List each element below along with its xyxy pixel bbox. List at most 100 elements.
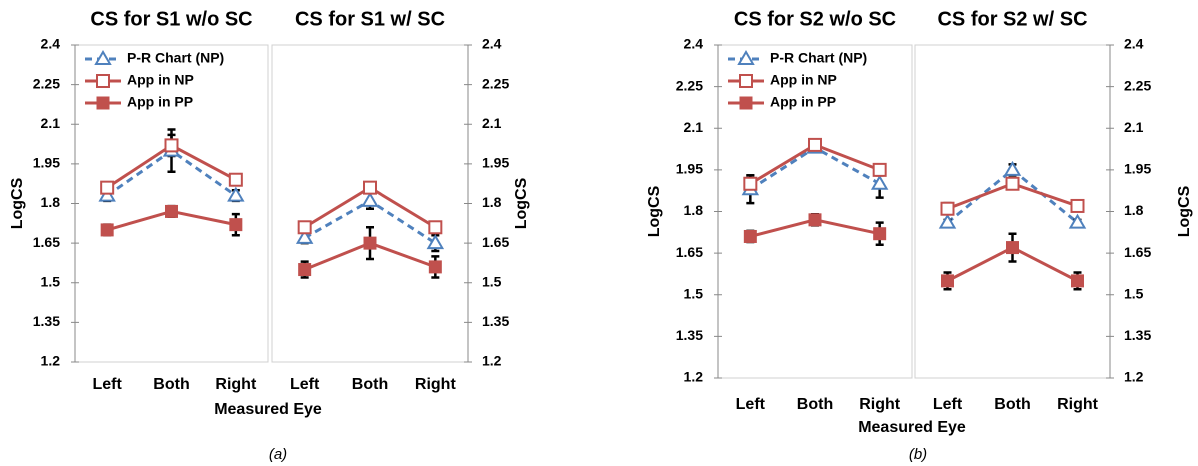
- legend-marker: [739, 74, 753, 88]
- y-tick-label: 1.35: [1124, 327, 1151, 343]
- y-tick-label: 2.25: [1124, 77, 1151, 93]
- y-tick-label: 1.5: [41, 273, 61, 289]
- y-tick-label: 1.95: [676, 161, 703, 177]
- y-tick-label: 1.35: [33, 313, 60, 329]
- marker: [297, 220, 312, 235]
- marker: [941, 274, 954, 288]
- marker: [1070, 198, 1085, 213]
- x-tick-label: Left: [93, 376, 123, 393]
- marker: [743, 176, 758, 191]
- marker: [1006, 241, 1019, 255]
- plot-frame: [74, 44, 269, 363]
- marker: [295, 228, 314, 244]
- y-tick-label: 1.8: [684, 202, 704, 218]
- y-tick-label: 1.95: [1124, 161, 1151, 177]
- legend-marker: [96, 74, 110, 88]
- y-tick-label: 2.1: [41, 115, 61, 131]
- y-tick-label: 2.4: [1124, 36, 1144, 52]
- marker: [1071, 274, 1084, 288]
- y-tick-label: 2.4: [41, 36, 61, 52]
- x-tick-label: Left: [736, 396, 766, 413]
- marker: [808, 213, 822, 227]
- marker: [940, 201, 955, 216]
- marker: [1003, 160, 1022, 176]
- marker: [873, 227, 887, 241]
- y-axis-label: LogCS: [513, 177, 530, 229]
- x-tick-label: Left: [290, 376, 320, 393]
- x-tick-label: Both: [352, 376, 388, 393]
- marker: [872, 162, 887, 177]
- y-tick-label: 1.8: [41, 194, 61, 210]
- legend-label: App in PP: [770, 94, 836, 110]
- marker: [1005, 176, 1020, 191]
- marker: [361, 191, 379, 207]
- y-tick-label: 1.35: [676, 327, 703, 343]
- legend-label: App in NP: [770, 72, 837, 88]
- marker: [228, 172, 243, 187]
- y-tick-label: 1.2: [1124, 369, 1144, 385]
- marker: [164, 138, 179, 153]
- y-tick-label: 1.65: [676, 244, 703, 260]
- y-tick-label: 1.2: [482, 353, 502, 369]
- chart-title: CS for S1 w/ SC: [295, 8, 445, 30]
- x-tick-label: Right: [415, 376, 457, 393]
- x-tick-label: Both: [994, 396, 1030, 413]
- marker: [363, 180, 377, 195]
- y-tick-label: 2.1: [684, 119, 704, 135]
- chart-title: CS for S2 w/ SC: [937, 8, 1087, 30]
- marker: [100, 223, 114, 237]
- y-tick-label: 1.2: [684, 369, 704, 385]
- y-tick-label: 1.5: [482, 273, 502, 289]
- y-tick-label: 1.95: [482, 155, 509, 171]
- x-tick-label: Both: [797, 396, 833, 413]
- marker: [100, 180, 115, 195]
- marker: [363, 236, 377, 250]
- caption: (a): [269, 446, 287, 463]
- y-axis-label: LogCS: [9, 177, 26, 229]
- x-tick-label: Right: [1057, 396, 1099, 413]
- y-tick-label: 2.1: [482, 115, 502, 131]
- y-tick-label: 1.65: [482, 234, 509, 250]
- chart-title: CS for S1 w/o SC: [90, 8, 252, 30]
- y-tick-label: 1.35: [482, 313, 509, 329]
- legend-marker: [739, 96, 753, 110]
- y-tick-label: 2.4: [684, 36, 704, 52]
- marker: [229, 218, 243, 232]
- y-tick-label: 1.65: [1124, 244, 1151, 260]
- marker: [1068, 213, 1087, 229]
- y-tick-label: 1.8: [482, 194, 502, 210]
- x-tick-label: Right: [859, 396, 901, 413]
- series-line: [946, 167, 1079, 224]
- x-tick-label: Right: [215, 376, 257, 393]
- series-line: [749, 145, 881, 191]
- legend-marker: [737, 50, 755, 65]
- marker: [298, 263, 312, 277]
- marker: [426, 234, 445, 250]
- y-tick-label: 1.5: [684, 285, 704, 301]
- y-tick-label: 2.25: [482, 75, 509, 91]
- marker: [938, 213, 957, 229]
- y-tick-label: 2.4: [482, 36, 502, 52]
- y-tick-label: 2.25: [33, 75, 60, 91]
- legend-label: P-R Chart (NP): [127, 50, 224, 66]
- legend-label: App in NP: [127, 72, 194, 88]
- marker: [743, 229, 757, 243]
- x-axis-label: Measured Eye: [858, 419, 966, 436]
- y-axis-label: LogCS: [1176, 185, 1193, 237]
- y-axis-label: LogCS: [646, 185, 663, 237]
- marker: [870, 174, 889, 190]
- y-tick-label: 1.95: [33, 155, 60, 171]
- y-tick-label: 1.65: [33, 234, 60, 250]
- y-tick-label: 1.2: [41, 353, 61, 369]
- y-tick-label: 2.1: [1124, 119, 1144, 135]
- y-tick-label: 1.8: [1124, 202, 1144, 218]
- marker: [227, 186, 245, 202]
- legend-label: App in PP: [127, 94, 193, 110]
- x-tick-label: Both: [153, 376, 189, 393]
- chart-title: CS for S2 w/o SC: [734, 8, 896, 30]
- marker: [165, 204, 178, 218]
- legend-label: P-R Chart (NP): [770, 50, 867, 66]
- legend-marker: [94, 50, 112, 65]
- marker: [808, 137, 822, 152]
